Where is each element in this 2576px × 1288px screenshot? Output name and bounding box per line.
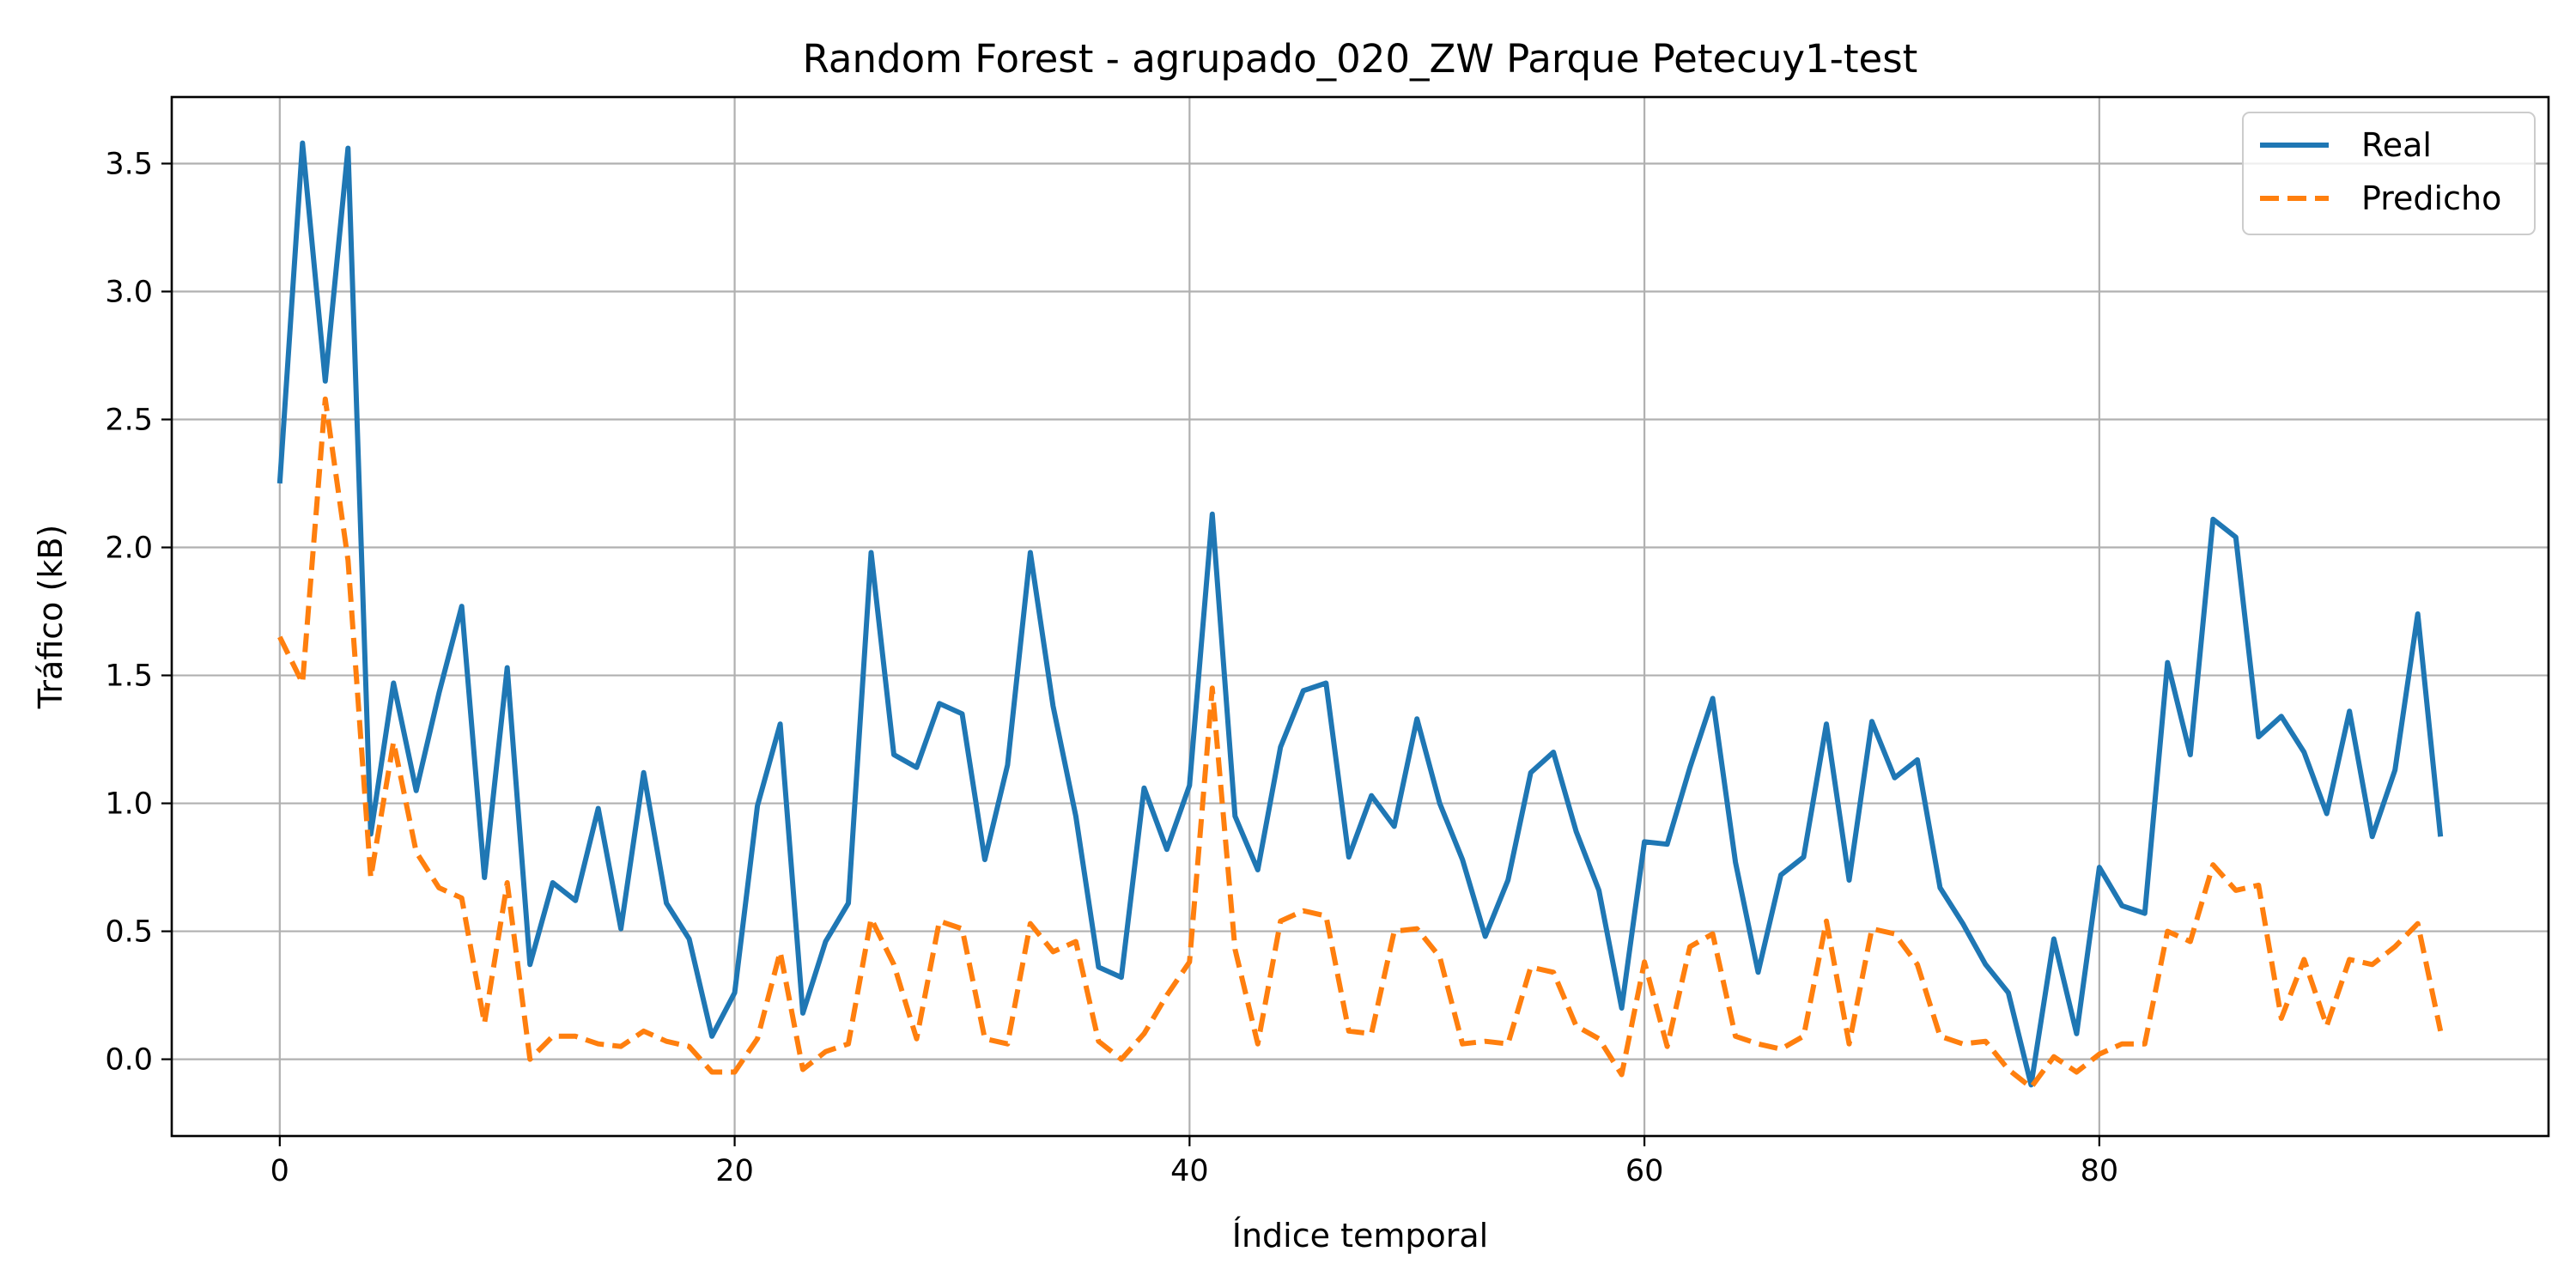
legend: Real Predicho xyxy=(2242,112,2536,235)
legend-label-predicho: Predicho xyxy=(2361,179,2501,217)
legend-label-real: Real xyxy=(2361,126,2432,164)
series-layer xyxy=(276,140,2444,1091)
y-tick-label: 1.5 xyxy=(105,659,153,694)
y-tick-label: 3.0 xyxy=(105,276,153,310)
y-tick-label: 2.0 xyxy=(105,532,153,566)
x-tick-label: 40 xyxy=(1170,1154,1209,1188)
grid xyxy=(172,97,2549,1136)
y-tick-label: 0.0 xyxy=(105,1043,153,1078)
series-line-predicho xyxy=(277,396,2444,1091)
x-tick-label: 0 xyxy=(270,1154,289,1188)
y-tick-label: 1.0 xyxy=(105,787,153,822)
y-axis-label: Tráfico (kB) xyxy=(32,525,70,709)
plot-frame xyxy=(170,95,2550,1138)
y-tick-label: 2.5 xyxy=(105,404,153,438)
ticks: 0 20 40 60 80 0.0 0.5 1.0 1.5 2.0 2.5 3.0 3.5 xyxy=(105,147,2118,1188)
y-tick-label: 0.5 xyxy=(105,915,153,950)
chart-title: Random Forest - agrupado_020_ZW Parque P… xyxy=(803,36,1918,82)
y-tick-label: 3.5 xyxy=(105,147,153,181)
x-tick-label: 20 xyxy=(715,1154,754,1188)
x-tick-label: 60 xyxy=(1625,1154,1664,1188)
x-tick-label: 80 xyxy=(2081,1154,2119,1188)
x-axis-label: Índice temporal xyxy=(1232,1217,1488,1255)
series-line-real xyxy=(276,140,2444,1088)
